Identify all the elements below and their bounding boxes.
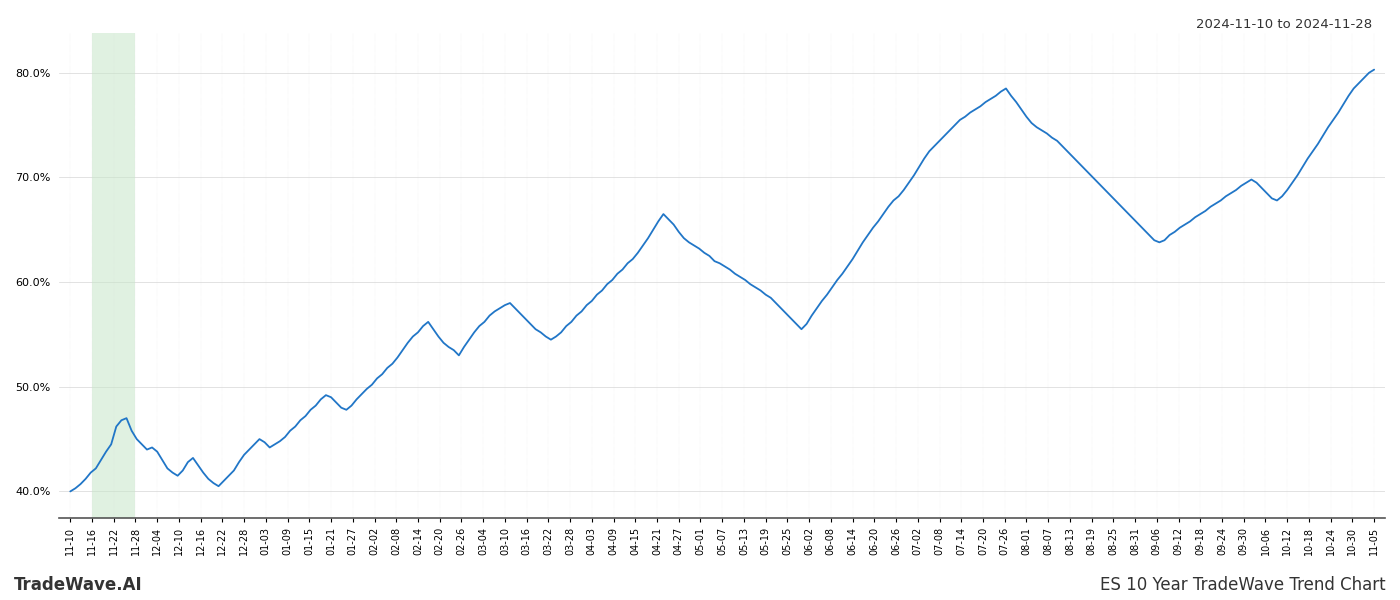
Text: ES 10 Year TradeWave Trend Chart: ES 10 Year TradeWave Trend Chart	[1100, 576, 1386, 594]
Text: 2024-11-10 to 2024-11-28: 2024-11-10 to 2024-11-28	[1196, 18, 1372, 31]
Bar	[92, 33, 136, 518]
Text: TradeWave.AI: TradeWave.AI	[14, 576, 143, 594]
